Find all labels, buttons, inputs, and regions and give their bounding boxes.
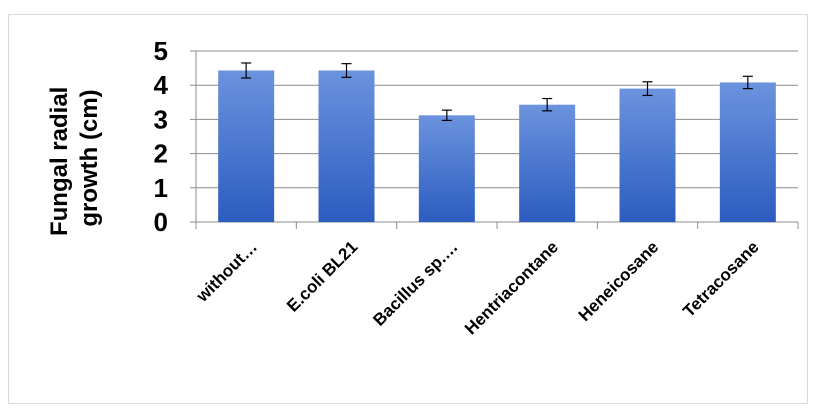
x-tick-label: Bacillus sp.… — [369, 237, 461, 329]
axes — [190, 50, 799, 229]
y-tick-label: 0 — [154, 207, 168, 237]
bar — [418, 115, 475, 222]
y-tick-label: 1 — [154, 173, 168, 203]
x-tick-label: Heneicosane — [575, 237, 663, 325]
y-tick-label: 5 — [154, 36, 168, 66]
y-tick-label: 3 — [154, 104, 168, 134]
bar — [719, 82, 776, 223]
gridlines — [196, 50, 798, 189]
error-bar — [742, 75, 753, 90]
x-tick-label: Hentriacontane — [461, 237, 562, 338]
x-tick-label: Tetracosane — [679, 237, 762, 320]
error-bar — [341, 63, 352, 78]
y-tick-label: 2 — [154, 139, 168, 169]
error-bar — [642, 81, 653, 97]
bars — [218, 62, 776, 223]
error-bar — [441, 109, 452, 122]
bar — [519, 104, 576, 222]
bar — [619, 88, 676, 223]
bar — [218, 70, 275, 222]
bar — [318, 70, 375, 222]
y-axis-label: Fungal radial growth (cm) — [46, 80, 103, 236]
x-tick-label: E.coli BL21 — [283, 237, 361, 315]
error-bar — [241, 62, 252, 79]
error-bar — [542, 97, 553, 112]
x-tick-label: without… — [192, 237, 261, 306]
y-tick-label: 4 — [154, 70, 169, 100]
